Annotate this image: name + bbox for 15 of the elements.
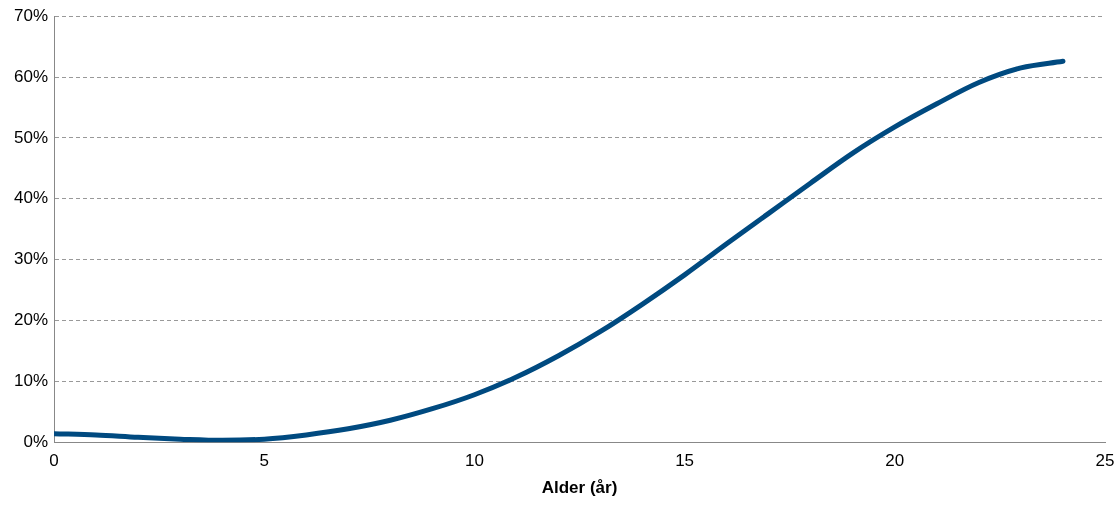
x-tick-label: 20 [885,451,905,471]
x-tick-label: 5 [259,451,269,471]
x-tick-label: 0 [49,451,59,471]
y-tick-label: 10% [13,371,49,391]
y-tick-label: 70% [13,5,49,25]
x-axis-title: Alder (år) [541,478,618,498]
x-tick-label: 15 [675,451,695,471]
y-tick-label: 50% [13,127,49,147]
y-tick-label: 0% [23,431,49,451]
y-tick-label: 40% [13,188,49,208]
y-tick-label: 60% [13,66,49,86]
x-tick-label: 10 [464,451,484,471]
y-tick-label: 20% [13,310,49,330]
x-tick-label: 25 [1095,451,1115,471]
y-tick-label: 30% [13,249,49,269]
